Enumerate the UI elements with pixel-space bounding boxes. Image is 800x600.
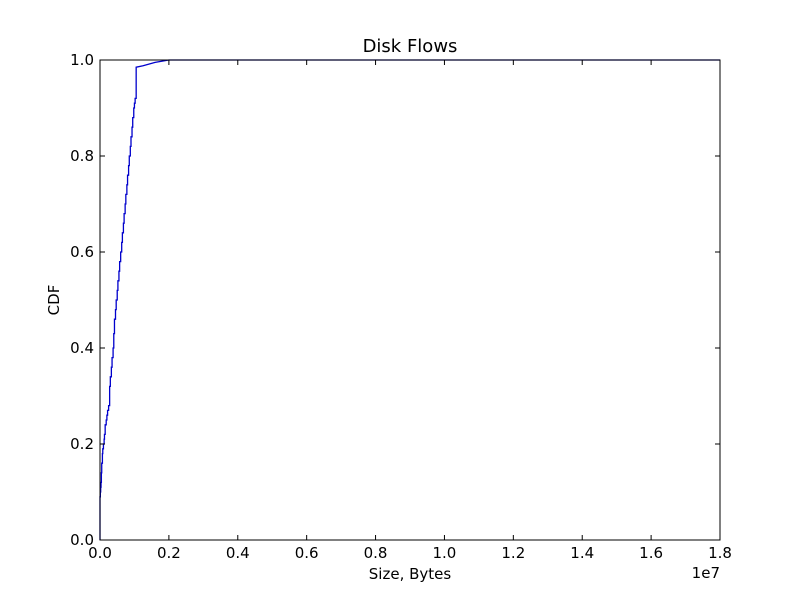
x-tick-label: 1.4 xyxy=(570,544,594,562)
y-axis-ticks: 0.0 0.2 0.4 0.6 0.8 1.0 xyxy=(70,51,720,549)
y-tick-label: 0.0 xyxy=(70,531,94,549)
x-axis-ticks: 0.0 0.2 0.4 0.6 0.8 1.0 1.2 1.4 1.6 1.8 xyxy=(88,60,732,562)
x-tick-label: 1.0 xyxy=(433,544,457,562)
x-axis-offset-label: 1e7 xyxy=(692,564,720,582)
plot-line-layer xyxy=(99,59,720,540)
chart-title: Disk Flows xyxy=(363,36,458,57)
plot-frame xyxy=(99,59,721,541)
x-axis-label: Size, Bytes xyxy=(369,565,452,583)
y-tick-label: 0.4 xyxy=(70,339,94,357)
x-tick-label: 1.2 xyxy=(501,544,525,562)
y-tick-label: 0.6 xyxy=(70,243,94,261)
y-tick-label: 0.8 xyxy=(70,147,94,165)
y-tick-label: 0.2 xyxy=(70,435,94,453)
x-tick-label: 0.0 xyxy=(88,544,112,562)
y-tick-label: 1.0 xyxy=(70,51,94,69)
x-tick-label: 1.8 xyxy=(708,544,732,562)
x-tick-label: 1.6 xyxy=(639,544,663,562)
x-tick-label: 0.8 xyxy=(364,544,388,562)
cdf-series-line xyxy=(99,59,720,540)
y-axis-label: CDF xyxy=(45,285,63,316)
x-tick-label: 0.6 xyxy=(295,544,319,562)
x-tick-label: 0.4 xyxy=(226,544,250,562)
x-tick-label: 0.2 xyxy=(157,544,181,562)
